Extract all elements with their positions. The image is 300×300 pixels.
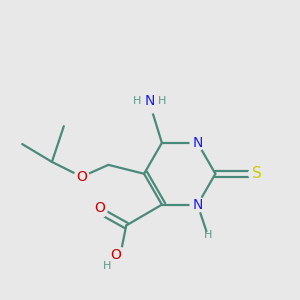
Circle shape <box>92 203 107 218</box>
Text: S: S <box>252 166 262 181</box>
Text: H: H <box>132 96 141 106</box>
Circle shape <box>113 248 128 262</box>
Circle shape <box>138 89 162 113</box>
Circle shape <box>249 166 265 182</box>
Circle shape <box>190 136 205 150</box>
Text: N: N <box>145 94 155 108</box>
Text: N: N <box>192 198 203 212</box>
Text: H: H <box>204 230 212 240</box>
Text: O: O <box>76 170 87 184</box>
Text: N: N <box>192 136 203 150</box>
Text: H: H <box>103 261 111 271</box>
Circle shape <box>74 169 89 184</box>
Text: O: O <box>94 201 105 214</box>
Text: O: O <box>110 248 121 262</box>
Text: H: H <box>158 96 167 106</box>
Circle shape <box>190 197 205 212</box>
